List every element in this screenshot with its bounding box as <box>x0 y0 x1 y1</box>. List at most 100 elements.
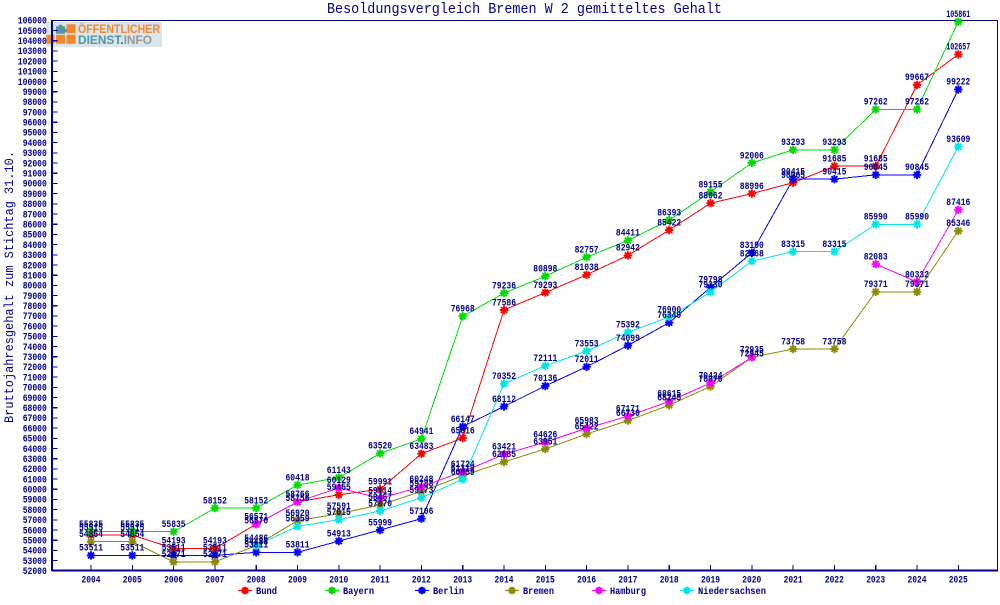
svg-text:67171: 67171 <box>616 404 640 415</box>
svg-text:99000: 99000 <box>23 88 47 99</box>
svg-text:70424: 70424 <box>699 371 723 382</box>
svg-text:2019: 2019 <box>701 576 720 587</box>
svg-text:Niedersachsen: Niedersachsen <box>698 586 766 598</box>
svg-text:90065: 90065 <box>781 171 805 182</box>
svg-text:59173: 59173 <box>409 486 433 497</box>
svg-text:69000: 69000 <box>23 394 47 405</box>
svg-text:83190: 83190 <box>740 241 764 252</box>
svg-text:59788: 59788 <box>409 480 433 491</box>
svg-text:Bremen: Bremen <box>523 587 554 598</box>
svg-text:Bruttojahresgehalt zum Stichta: Bruttojahresgehalt zum Stichtag 31.10. <box>2 151 17 423</box>
svg-text:91000: 91000 <box>23 170 47 181</box>
svg-text:55000: 55000 <box>23 537 47 548</box>
svg-text:86393: 86393 <box>657 209 681 220</box>
svg-text:2006: 2006 <box>164 576 183 587</box>
svg-text:68615: 68615 <box>657 390 681 401</box>
svg-text:92000: 92000 <box>23 159 47 170</box>
svg-text:97000: 97000 <box>23 108 47 119</box>
svg-text:77586: 77586 <box>492 298 516 309</box>
svg-text:79371: 79371 <box>864 280 888 291</box>
svg-text:70136: 70136 <box>533 374 557 385</box>
svg-text:78000: 78000 <box>23 302 47 313</box>
svg-text:2018: 2018 <box>660 576 679 587</box>
svg-text:64941: 64941 <box>409 427 433 438</box>
svg-text:88000: 88000 <box>23 200 47 211</box>
svg-text:102657: 102657 <box>946 43 970 54</box>
svg-text:72111: 72111 <box>533 354 557 365</box>
svg-text:52871: 52871 <box>162 550 186 561</box>
svg-text:85422: 85422 <box>657 218 681 229</box>
svg-text:2015: 2015 <box>536 576 555 587</box>
svg-text:81038: 81038 <box>575 263 599 274</box>
svg-text:61143: 61143 <box>327 466 351 477</box>
svg-text:72000: 72000 <box>23 363 47 374</box>
svg-text:Bayern: Bayern <box>343 587 374 598</box>
svg-text:55835: 55835 <box>79 520 103 531</box>
svg-text:73758: 73758 <box>822 337 846 348</box>
svg-text:2012: 2012 <box>412 576 431 587</box>
svg-text:71000: 71000 <box>23 373 47 384</box>
svg-text:53511: 53511 <box>120 544 144 555</box>
svg-text:73553: 73553 <box>575 339 599 350</box>
svg-text:83315: 83315 <box>781 240 805 251</box>
svg-text:75000: 75000 <box>23 333 47 344</box>
svg-text:Hamburg: Hamburg <box>610 586 646 598</box>
svg-text:54193: 54193 <box>203 537 227 548</box>
svg-text:60129: 60129 <box>327 476 351 487</box>
svg-text:87000: 87000 <box>23 210 47 221</box>
svg-text:93293: 93293 <box>781 138 805 149</box>
svg-text:2014: 2014 <box>495 576 514 587</box>
svg-text:105861: 105861 <box>946 10 970 21</box>
svg-text:53000: 53000 <box>23 557 47 568</box>
svg-text:72011: 72011 <box>575 355 599 366</box>
svg-text:2007: 2007 <box>205 576 224 587</box>
svg-text:2011: 2011 <box>371 576 390 587</box>
svg-text:58756: 58756 <box>286 494 310 505</box>
svg-text:56571: 56571 <box>244 513 268 524</box>
svg-text:96000: 96000 <box>23 119 47 130</box>
svg-text:58152: 58152 <box>244 496 268 507</box>
svg-text:52871: 52871 <box>203 550 227 561</box>
svg-text:82368: 82368 <box>740 250 764 261</box>
svg-text:74000: 74000 <box>23 343 47 354</box>
svg-text:54193: 54193 <box>162 537 186 548</box>
svg-text:65000: 65000 <box>23 435 47 446</box>
svg-text:79798: 79798 <box>699 276 723 287</box>
svg-text:58467: 58467 <box>368 493 392 504</box>
svg-text:87416: 87416 <box>946 198 970 209</box>
svg-text:57015: 57015 <box>327 508 351 519</box>
svg-text:66730: 66730 <box>616 409 640 420</box>
svg-text:79000: 79000 <box>23 292 47 303</box>
svg-text:55515: 55515 <box>79 523 103 534</box>
svg-text:2017: 2017 <box>618 576 637 587</box>
svg-text:68112: 68112 <box>492 395 516 406</box>
svg-text:54854: 54854 <box>120 530 144 541</box>
svg-text:57000: 57000 <box>23 516 47 527</box>
svg-text:65422: 65422 <box>575 422 599 433</box>
svg-text:105000: 105000 <box>18 27 47 38</box>
svg-text:74099: 74099 <box>616 334 640 345</box>
svg-text:79293: 79293 <box>533 281 557 292</box>
svg-text:2025: 2025 <box>949 576 968 587</box>
svg-text:85000: 85000 <box>23 231 47 242</box>
svg-text:106000: 106000 <box>18 17 47 28</box>
svg-text:99667: 99667 <box>905 73 929 84</box>
svg-text:65983: 65983 <box>575 417 599 428</box>
svg-text:77000: 77000 <box>23 312 47 323</box>
svg-text:100000: 100000 <box>18 78 47 89</box>
svg-text:84411: 84411 <box>616 229 640 240</box>
svg-text:94000: 94000 <box>23 139 47 150</box>
svg-text:76900: 76900 <box>657 305 681 316</box>
svg-text:93609: 93609 <box>946 135 970 146</box>
svg-text:76968: 76968 <box>451 305 475 316</box>
svg-text:93000: 93000 <box>23 149 47 160</box>
svg-text:54488: 54488 <box>244 538 268 549</box>
svg-text:83315: 83315 <box>822 240 846 251</box>
svg-text:DIENST.INFO: DIENST.INFO <box>78 34 152 47</box>
svg-text:54000: 54000 <box>23 547 47 558</box>
svg-text:62685: 62685 <box>492 450 516 461</box>
svg-text:63421: 63421 <box>492 443 516 454</box>
svg-text:63483: 63483 <box>409 442 433 453</box>
svg-text:56000: 56000 <box>23 526 47 537</box>
svg-text:95000: 95000 <box>23 129 47 140</box>
